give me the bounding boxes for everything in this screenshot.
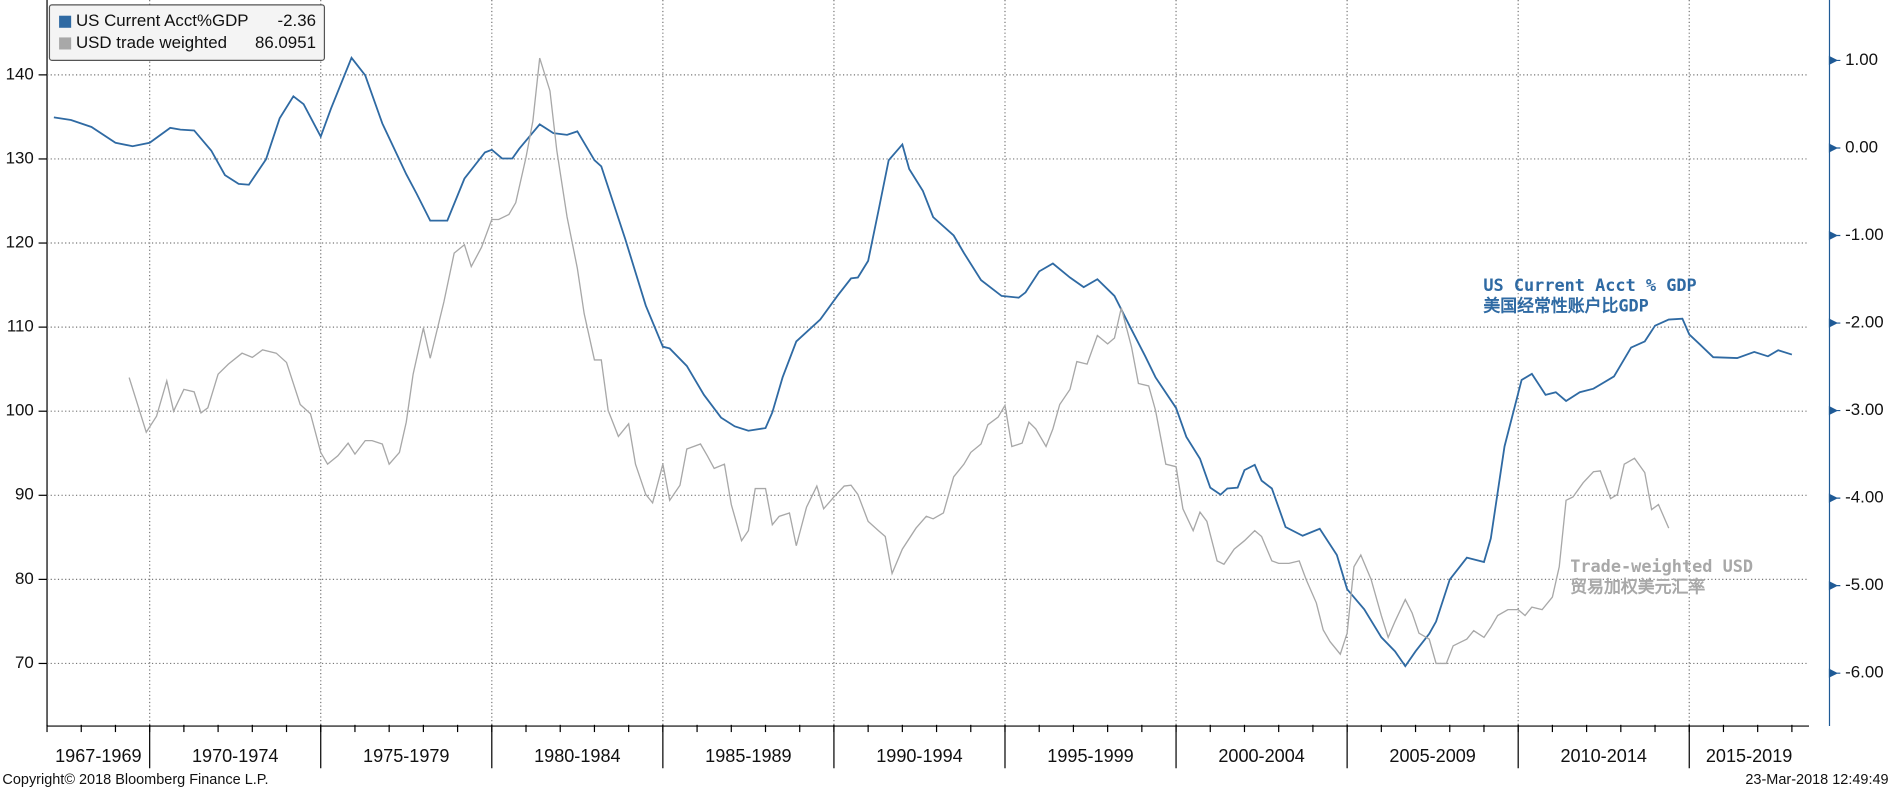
x-tick-label: 1970-1974 <box>192 746 278 766</box>
y2-tick <box>1828 143 1841 153</box>
y-tick-label: 100 <box>6 401 34 420</box>
footer-left: Copyright© 2018 Bloomberg Finance L.P. <box>2 772 268 788</box>
plot-lines <box>53 56 1793 668</box>
y-tick-label: 130 <box>6 148 34 167</box>
y-tick-label: 80 <box>15 569 34 588</box>
y2-tick <box>1828 493 1841 503</box>
series-line <box>128 57 1670 665</box>
y2-tick <box>1828 405 1841 416</box>
x-tick-label: 2005-2009 <box>1389 746 1475 766</box>
footer-right: 23-Mar-2018 12:49:49 <box>1745 772 1888 788</box>
annotation: 美国经常性账户比GDP <box>1483 295 1648 315</box>
x-tick-label: 2000-2004 <box>1218 746 1304 766</box>
y2-tick-label: -6.00 <box>1845 663 1883 682</box>
legend-label: USD trade weighted <box>76 33 227 52</box>
legend-box <box>48 4 326 61</box>
legend: US Current Acct%GDP -2.36 USD trade weight… <box>48 4 326 61</box>
legend-label: US Current Acct%GDP <box>76 11 249 30</box>
legend-value: 86.0951 <box>255 33 316 52</box>
annotation: 贸易加权美元汇率 <box>1570 576 1705 596</box>
x-tick-label: 1990-1994 <box>876 746 962 766</box>
y2-tick <box>1828 55 1841 66</box>
x-tick-label: 2010-2014 <box>1560 746 1646 766</box>
x-tick-label: 1985-1989 <box>705 746 791 766</box>
y-tick-label: 120 <box>6 232 34 251</box>
y-tick-label: 110 <box>7 317 34 336</box>
y-tick-label: 70 <box>15 653 34 672</box>
annotation: US Current Acct % GDP <box>1483 275 1696 295</box>
y2-tick-label: -1.00 <box>1845 225 1883 244</box>
x-tick-label: 1967-1969 <box>55 746 141 766</box>
x-tick-label: 2015-2019 <box>1706 746 1792 766</box>
y2-tick-label: -5.00 <box>1845 575 1883 594</box>
x-tick-label: 1980-1984 <box>534 746 620 766</box>
y2-tick-label: 1.00 <box>1845 50 1878 69</box>
grid <box>47 0 1809 725</box>
y-tick-label: 140 <box>6 64 34 83</box>
annotation: Trade-weighted USD <box>1570 556 1753 576</box>
y2-tick-label: 0.00 <box>1845 137 1878 156</box>
y2-tick-label: -2.00 <box>1845 312 1883 331</box>
series-line <box>53 56 1793 668</box>
y2-tick <box>1828 581 1841 591</box>
y2-tick-label: -4.00 <box>1845 488 1883 507</box>
x-tick-label: 1995-1999 <box>1047 746 1133 766</box>
legend-value: -2.36 <box>278 11 316 30</box>
y2-tick-label: -3.00 <box>1845 400 1883 419</box>
x-tick-label: 1975-1979 <box>363 746 449 766</box>
y-tick-label: 90 <box>15 485 34 504</box>
y2-tick <box>1828 230 1841 241</box>
y2-tick <box>1828 318 1841 328</box>
legend-swatch <box>59 37 72 50</box>
legend-swatch <box>59 15 72 28</box>
y2-tick <box>1828 668 1841 678</box>
